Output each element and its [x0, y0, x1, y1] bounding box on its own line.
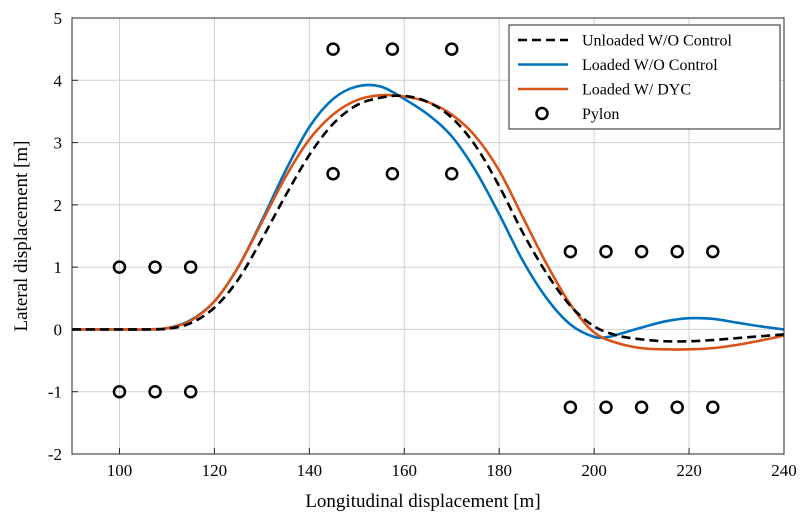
x-axis-label: Longitudinal displacement [m]: [305, 491, 540, 512]
y-tick-label: 0: [54, 320, 63, 339]
pylon-marker: [634, 400, 649, 415]
legend-box: [508, 24, 781, 130]
y-tick-label: 3: [54, 134, 63, 153]
x-tick-label: 180: [486, 461, 512, 480]
pylon-marker: [183, 260, 198, 274]
pylon-marker: [385, 42, 400, 56]
x-tick-label: 220: [676, 461, 702, 480]
series-line-unloaded-w-o-control: [72, 94, 785, 343]
x-tick-label: 160: [392, 461, 418, 480]
legend-marker-pylon: [535, 106, 549, 121]
pylon-marker: [148, 260, 162, 274]
pylon-marker: [706, 244, 720, 259]
y-axis-label: Lateral displacement [m]: [11, 141, 32, 332]
pylon-marker: [706, 400, 720, 415]
pylon-marker: [634, 244, 649, 259]
pylon-marker: [112, 384, 127, 399]
y-tick-label: 2: [54, 196, 63, 215]
y-tick-label: 1: [54, 258, 63, 277]
legend-label: Loaded W/O Control: [582, 57, 718, 74]
axis-ticks: 100 120 140 160 180 200 220 240 -2 -1 0 1 2 3 4 5: [48, 9, 797, 480]
pylon-marker: [385, 166, 400, 181]
y-tick-label: 5: [54, 9, 63, 28]
series-layer: [72, 42, 785, 415]
pylon-marker: [563, 244, 578, 259]
legend-label: Loaded W/ DYC: [582, 82, 691, 99]
y-tick-label: 4: [54, 71, 63, 90]
pylon-marker: [148, 384, 162, 399]
pylon-marker: [326, 42, 340, 56]
pylon-marker: [599, 244, 613, 259]
pylon-marker: [670, 400, 684, 415]
pylon-marker: [563, 400, 578, 415]
pylon-marker: [183, 384, 198, 399]
legend-label: Pylon: [582, 106, 619, 123]
pylon-marker: [326, 166, 340, 181]
y-tick-label: -1: [48, 383, 62, 402]
x-tick-label: 140: [297, 461, 323, 480]
pylon-marker: [112, 260, 127, 274]
legend-label: Unloaded W/O Control: [582, 33, 732, 50]
x-tick-label: 200: [581, 461, 607, 480]
pylon-marker: [444, 42, 459, 56]
pylon-marker: [599, 400, 613, 415]
plot-frame: [71, 17, 785, 455]
pylon-marker: [670, 244, 684, 259]
pylon-marker: [444, 166, 459, 181]
legend: Unloaded W/O Control Loaded W/O Control Lo…: [508, 24, 781, 130]
x-tick-label: 120: [202, 461, 228, 480]
x-tick-label: 240: [771, 461, 797, 480]
x-tick-label: 100: [107, 461, 133, 480]
y-tick-label: -2: [48, 445, 62, 464]
